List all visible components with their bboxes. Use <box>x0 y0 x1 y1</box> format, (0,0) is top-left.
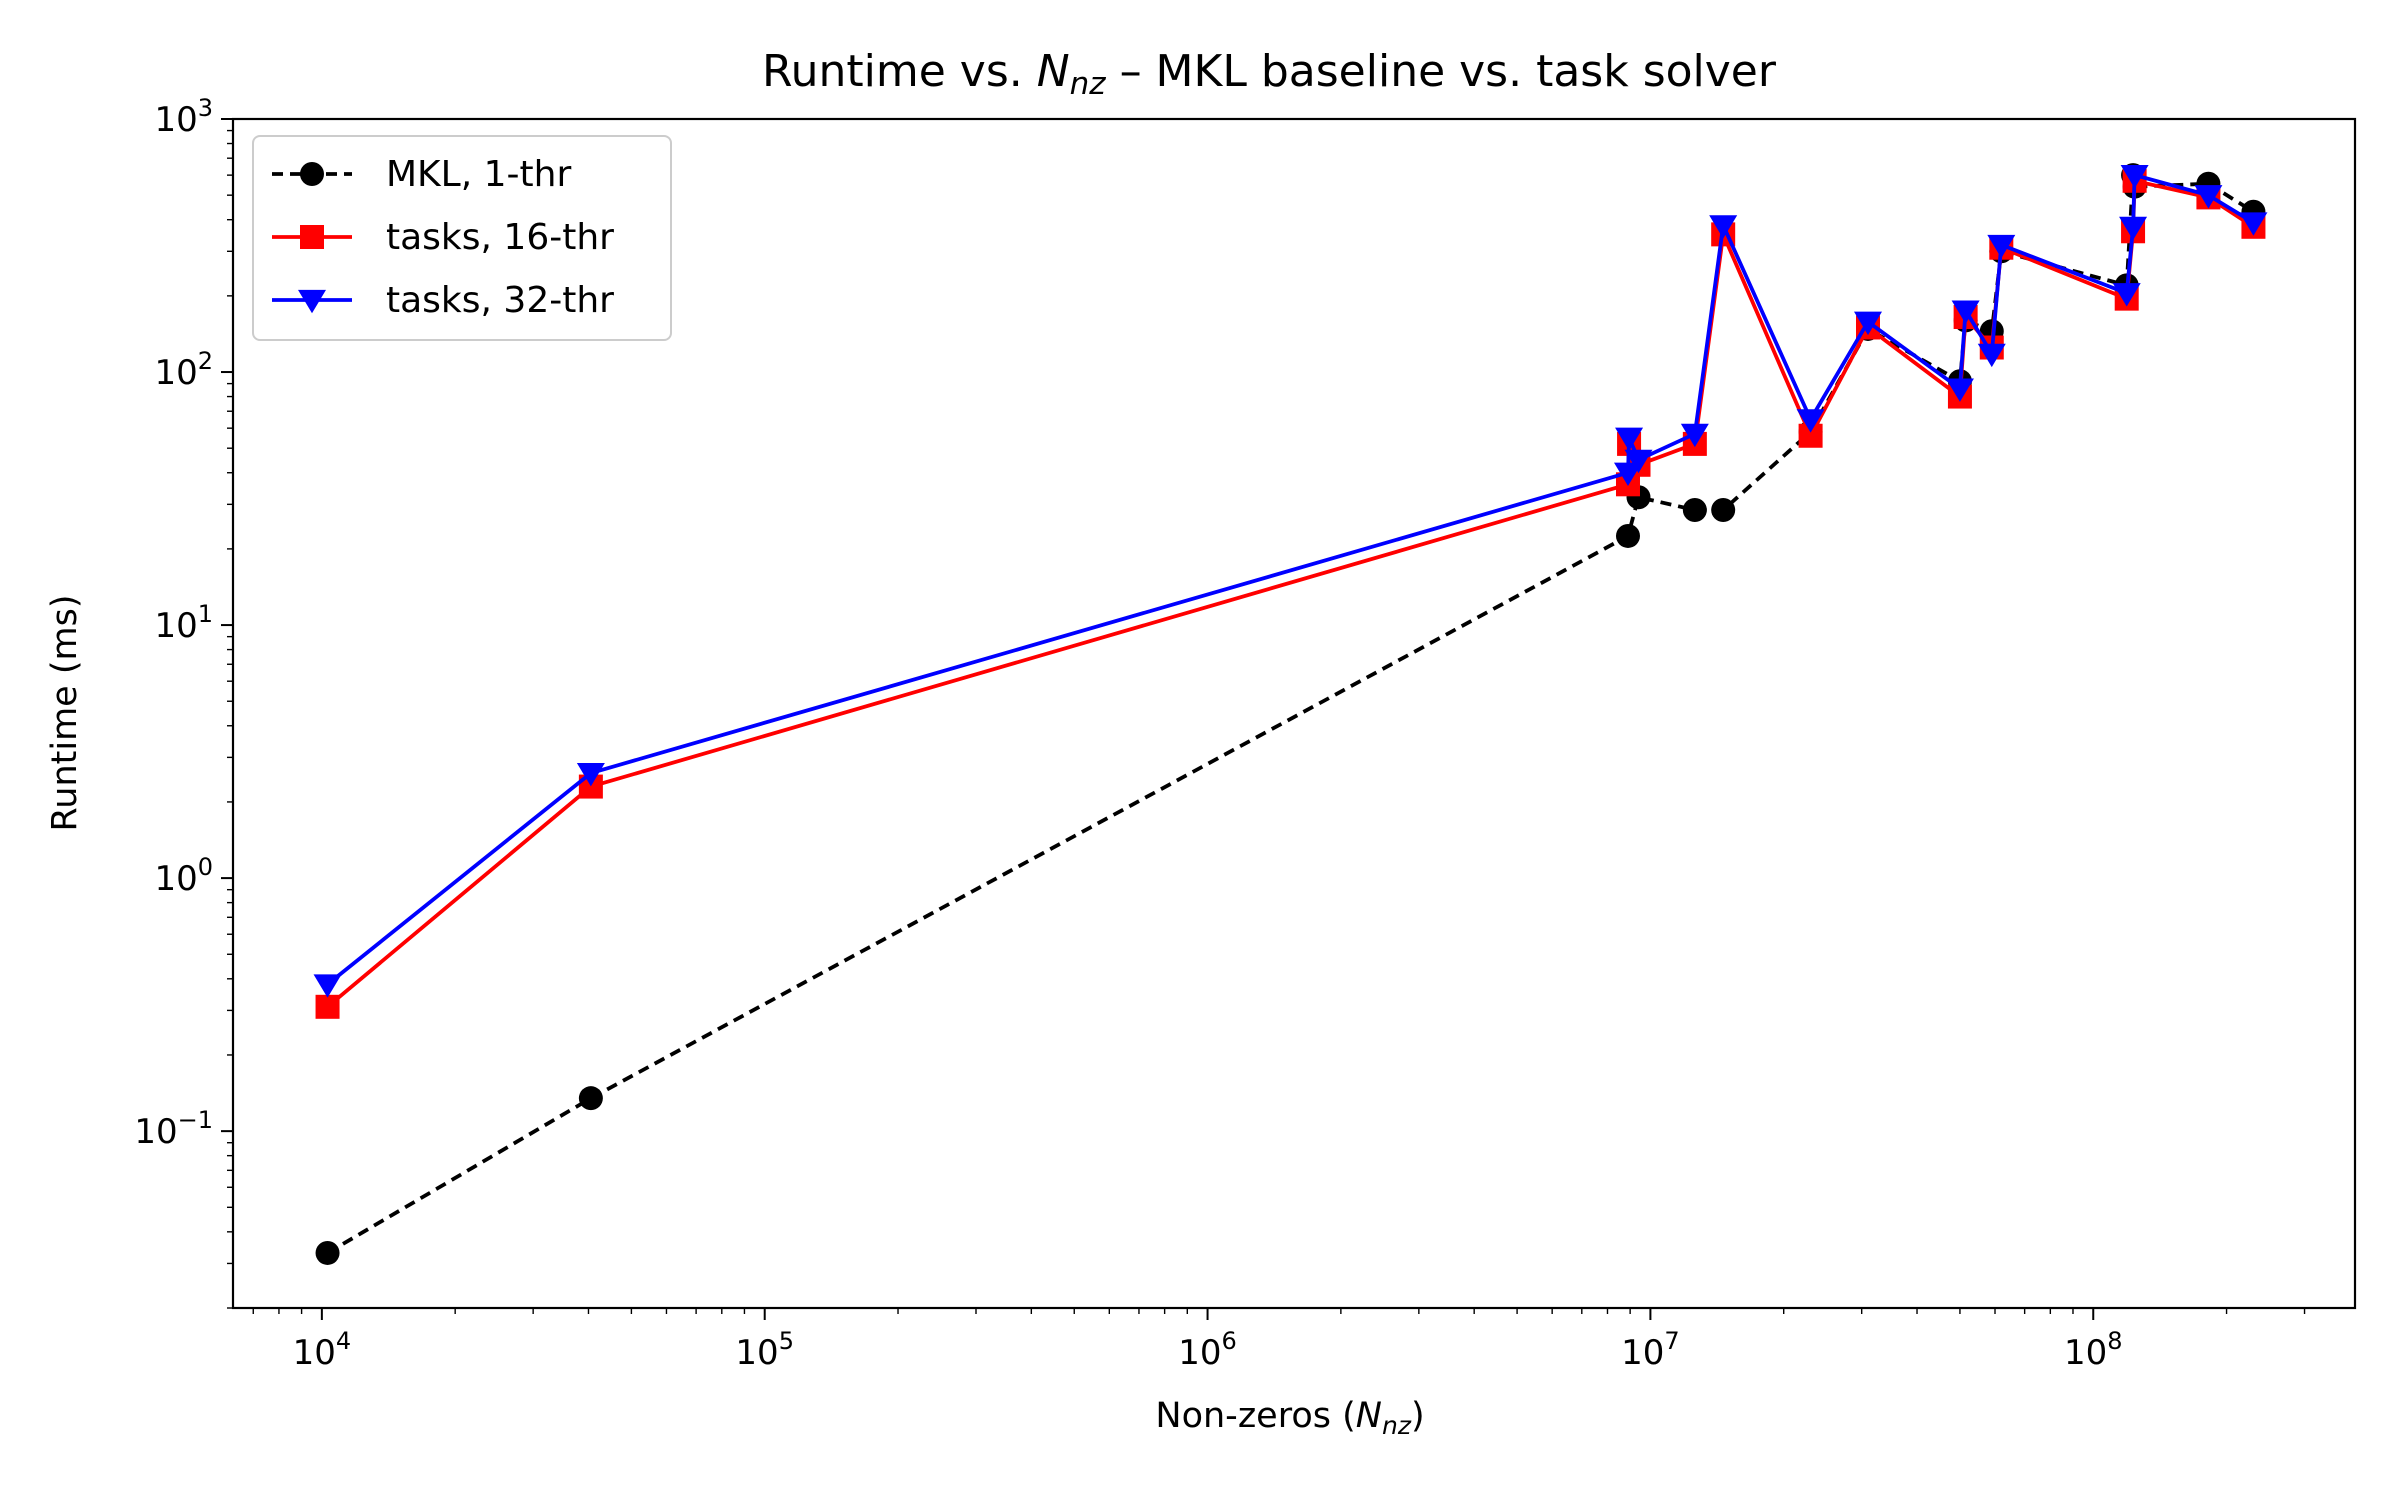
data-point <box>2194 185 2223 209</box>
x-tick-label: 108 <box>2064 1327 2123 1373</box>
data-point <box>578 1086 603 1111</box>
series-layer <box>313 163 2268 1265</box>
data-point <box>315 1240 340 1265</box>
y-tick-label: 102 <box>154 347 213 393</box>
x-tick-exp: 8 <box>2107 1327 2122 1355</box>
x-tick-label: 104 <box>293 1327 352 1373</box>
x-tick-exp: 4 <box>336 1327 351 1355</box>
legend-box <box>252 135 672 341</box>
data-point <box>1951 300 1980 324</box>
x-tick-label: 105 <box>735 1327 794 1373</box>
data-point <box>313 974 342 998</box>
data-point <box>1709 215 1738 239</box>
y-tick-label: 100 <box>154 853 213 899</box>
data-point <box>1613 462 1642 487</box>
y-tick-exp: 0 <box>198 853 213 881</box>
y-tick-label: 103 <box>154 94 213 140</box>
data-point <box>1682 497 1707 522</box>
x-tick-base: 10 <box>1178 1333 1221 1373</box>
y-tick-exp: 3 <box>198 94 213 122</box>
chart-title: Runtime vs. Nnz – MKL baseline vs. task … <box>762 46 1777 102</box>
data-point <box>1977 343 2006 368</box>
y-tick-base: 10 <box>154 353 197 393</box>
x-tick-exp: 5 <box>779 1327 794 1355</box>
y-tick-base: 10 <box>154 859 197 899</box>
data-point <box>1615 523 1640 548</box>
x-tick-base: 10 <box>1621 1333 1664 1373</box>
data-point <box>2112 283 2141 307</box>
x-tick-label: 106 <box>1178 1327 1237 1373</box>
data-point <box>2120 165 2149 189</box>
x-tick-exp: 6 <box>1222 1327 1237 1355</box>
legend-marker <box>300 162 324 186</box>
x-tick-base: 10 <box>2064 1333 2107 1373</box>
legend-label: tasks, 32-thr <box>386 280 614 321</box>
x-axis-ticks: 104 105 106 107 108 <box>252 1308 2306 1373</box>
data-point <box>1854 311 1882 336</box>
y-tick-label: 101 <box>154 600 213 646</box>
y-tick-base: 10 <box>134 1112 177 1152</box>
legend-entry: tasks, 16-thr <box>272 217 614 258</box>
x-tick-label: 107 <box>1621 1327 1680 1373</box>
legend-label: MKL, 1-thr <box>386 154 571 195</box>
data-point <box>1945 378 1974 402</box>
legend-marker <box>300 225 324 249</box>
x-tick-base: 10 <box>293 1333 336 1373</box>
y-tick-exp: −1 <box>178 1106 213 1134</box>
data-point <box>1711 497 1736 522</box>
y-tick-base: 10 <box>154 606 197 646</box>
data-point <box>576 763 605 787</box>
series-tasks-32-thr <box>313 165 2268 998</box>
data-point <box>2239 212 2268 236</box>
legend-entry: MKL, 1-thr <box>272 154 571 195</box>
y-tick-base: 10 <box>154 100 197 140</box>
legend-marker <box>298 289 326 314</box>
x-tick-exp: 7 <box>1664 1327 1679 1355</box>
data-point <box>2119 216 2148 241</box>
y-tick-exp: 2 <box>198 347 213 375</box>
legend-entry: tasks, 32-thr <box>272 280 614 321</box>
data-point <box>1796 409 1825 433</box>
y-axis-label: Runtime (ms) <box>45 595 85 832</box>
data-point <box>1624 449 1653 474</box>
data-point <box>315 994 340 1019</box>
plot-frame <box>231 117 2357 1310</box>
data-point <box>1987 234 2016 259</box>
x-tick-base: 10 <box>735 1333 778 1373</box>
legend-label: tasks, 16-thr <box>386 217 614 258</box>
legend: MKL, 1-thr tasks, 16-thr tasks, 32-thr <box>252 135 672 341</box>
x-axis-label: Non-zeros (Nnz) <box>1155 1396 1424 1440</box>
data-point <box>1615 427 1644 452</box>
y-tick-label: 10−1 <box>134 1106 213 1152</box>
y-tick-exp: 1 <box>198 600 213 628</box>
data-point <box>1680 423 1709 448</box>
